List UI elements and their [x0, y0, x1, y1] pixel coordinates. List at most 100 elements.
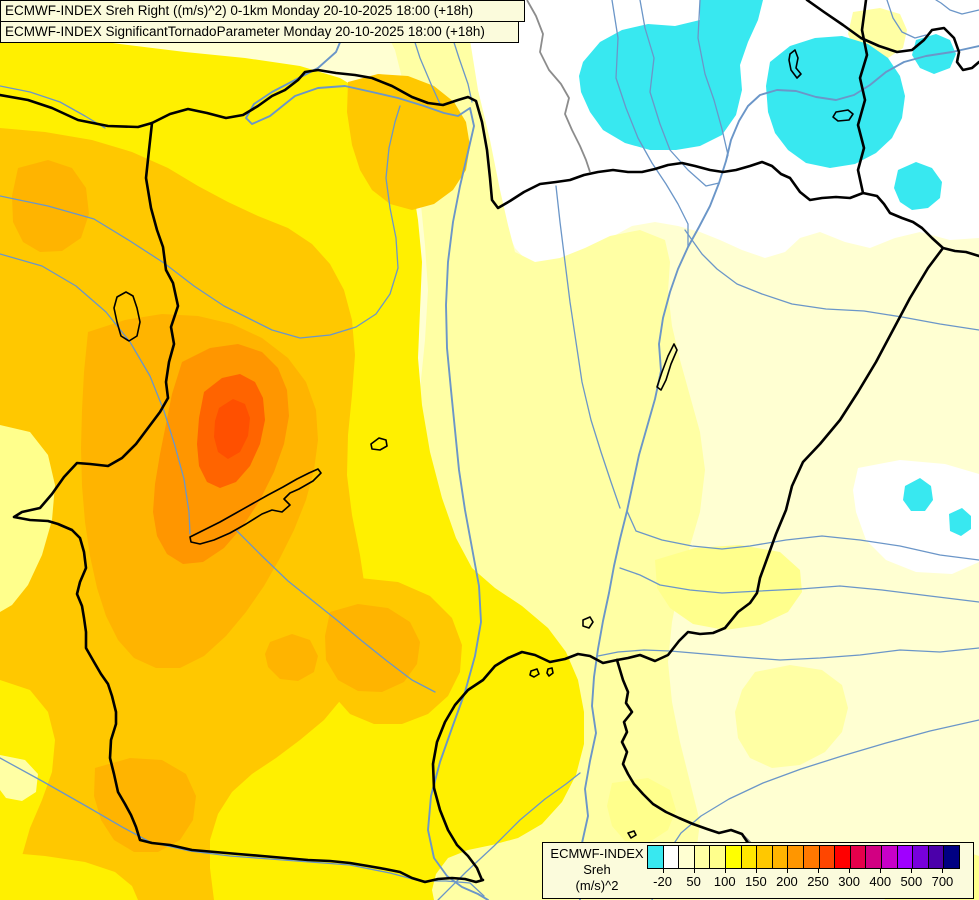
legend-swatch — [710, 846, 726, 868]
field-orange-south — [94, 758, 196, 852]
river-corner-ne — [886, 0, 927, 39]
legend-swatch — [881, 846, 898, 868]
legend-tick-label: 200 — [776, 874, 798, 889]
border-south — [431, 650, 619, 882]
river-koros-2 — [619, 567, 979, 603]
border-west — [12, 121, 485, 884]
legend-tick-label: 50 — [686, 874, 701, 889]
map-title-line-1: ECMWF-INDEX Sreh Right ((m/s)^2) 0-1km M… — [0, 0, 525, 22]
lake-velence — [370, 437, 388, 451]
field-white-southeast — [853, 460, 979, 574]
legend-tick-label: -20 — [653, 874, 672, 889]
legend-swatch — [928, 846, 945, 868]
river-drava — [0, 757, 485, 897]
field-cyan-spot-se-1 — [903, 478, 933, 511]
legend-swatch — [648, 846, 664, 868]
border-northeast-corner — [805, 0, 979, 72]
legend-swatch — [944, 846, 959, 868]
legend-box: ECMWF-INDEX Sreh (m/s)^2 -20 50 100 150 200 2… — [542, 842, 974, 899]
field-core-inner — [214, 399, 250, 459]
lake-slovakia-1 — [788, 49, 802, 79]
river-szamos — [684, 229, 979, 331]
field-orange-spot-1 — [265, 634, 318, 681]
gray-border-north — [526, 0, 591, 173]
river-danube — [245, 0, 489, 900]
legend-swatch — [788, 846, 804, 868]
field-cyan-blob-2 — [766, 36, 905, 168]
legend-tick-label: 100 — [713, 874, 736, 889]
river-zagyva — [555, 185, 621, 509]
field-yellow-bottom-mid — [607, 778, 676, 843]
legend-tick-mark — [693, 869, 695, 873]
legend-tick-label: 700 — [931, 874, 954, 889]
lake-tisza — [656, 343, 678, 391]
lake-small-1 — [529, 668, 540, 678]
legend-tick-mark — [755, 869, 757, 873]
lake-small-4 — [627, 830, 637, 839]
lake-small-3 — [582, 616, 594, 629]
river-bottom-trib — [437, 772, 581, 900]
river-maros — [597, 647, 979, 661]
legend-tick-label: 400 — [869, 874, 892, 889]
legend-swatch — [819, 846, 836, 868]
river-tisza — [577, 45, 979, 900]
lake-ferto — [113, 291, 141, 342]
river-hernad — [611, 0, 689, 248]
legend-tick-mark — [911, 869, 913, 873]
legend-swatch — [835, 846, 851, 868]
legend-swatch — [725, 846, 742, 868]
field-amber-northeast-lobe — [347, 74, 470, 210]
river-sio — [235, 529, 436, 693]
legend-tick-mark — [942, 869, 944, 873]
legend-swatch — [803, 846, 820, 868]
legend-tick-mark — [880, 869, 882, 873]
field-yellow-below-drava — [0, 852, 138, 900]
lake-small-2 — [546, 667, 554, 677]
field-pale-east-2 — [735, 665, 848, 768]
border-north — [0, 68, 979, 258]
legend-tick-label: 500 — [900, 874, 923, 889]
legend-swatch — [741, 846, 758, 868]
legend-swatch — [663, 846, 680, 868]
legend-swatch — [694, 846, 711, 868]
field-cyan-spot-se-2 — [949, 508, 971, 536]
border-east — [615, 246, 945, 663]
legend-swatch — [897, 846, 914, 868]
river-bodrog — [639, 0, 720, 187]
legend-swatch — [772, 846, 789, 868]
border-serbia-branch — [615, 658, 750, 845]
river-koros-1 — [626, 510, 979, 561]
river-edge-ne — [935, 0, 979, 15]
river-raba — [0, 105, 401, 339]
lake-balaton — [189, 468, 322, 545]
field-orange-spot-2 — [325, 604, 420, 692]
legend-text-block: ECMWF-INDEX Sreh (m/s)^2 — [549, 846, 645, 894]
field-orange-northwest — [12, 160, 89, 252]
legend-tick-mark — [849, 869, 851, 873]
legend-tick-label: 300 — [838, 874, 860, 889]
legend-tick-mark — [818, 869, 820, 873]
lakes — [113, 49, 854, 839]
map-title-line-2: ECMWF-INDEX SignificantTornadoParameter … — [0, 21, 519, 43]
legend-tick-label: 150 — [744, 874, 767, 889]
legend-product-label: ECMWF-INDEX — [550, 846, 644, 861]
legend-swatch — [757, 846, 773, 868]
legend-swatch — [850, 846, 867, 868]
legend-swatch — [866, 846, 882, 868]
field-pale-band-center — [340, 0, 705, 900]
legend-tick-label: 250 — [807, 874, 829, 889]
legend-swatch — [913, 846, 929, 868]
legend-parameter-label: Sreh — [583, 862, 611, 877]
legend-units-label: (m/s)^2 — [575, 878, 619, 893]
river-ne-trib — [697, 0, 729, 162]
river-nw-trib — [0, 85, 106, 129]
lake-slovakia-2 — [832, 109, 854, 122]
field-pale-spot-sw — [0, 755, 38, 801]
river-mura — [0, 253, 191, 535]
legend-swatch — [679, 846, 695, 868]
